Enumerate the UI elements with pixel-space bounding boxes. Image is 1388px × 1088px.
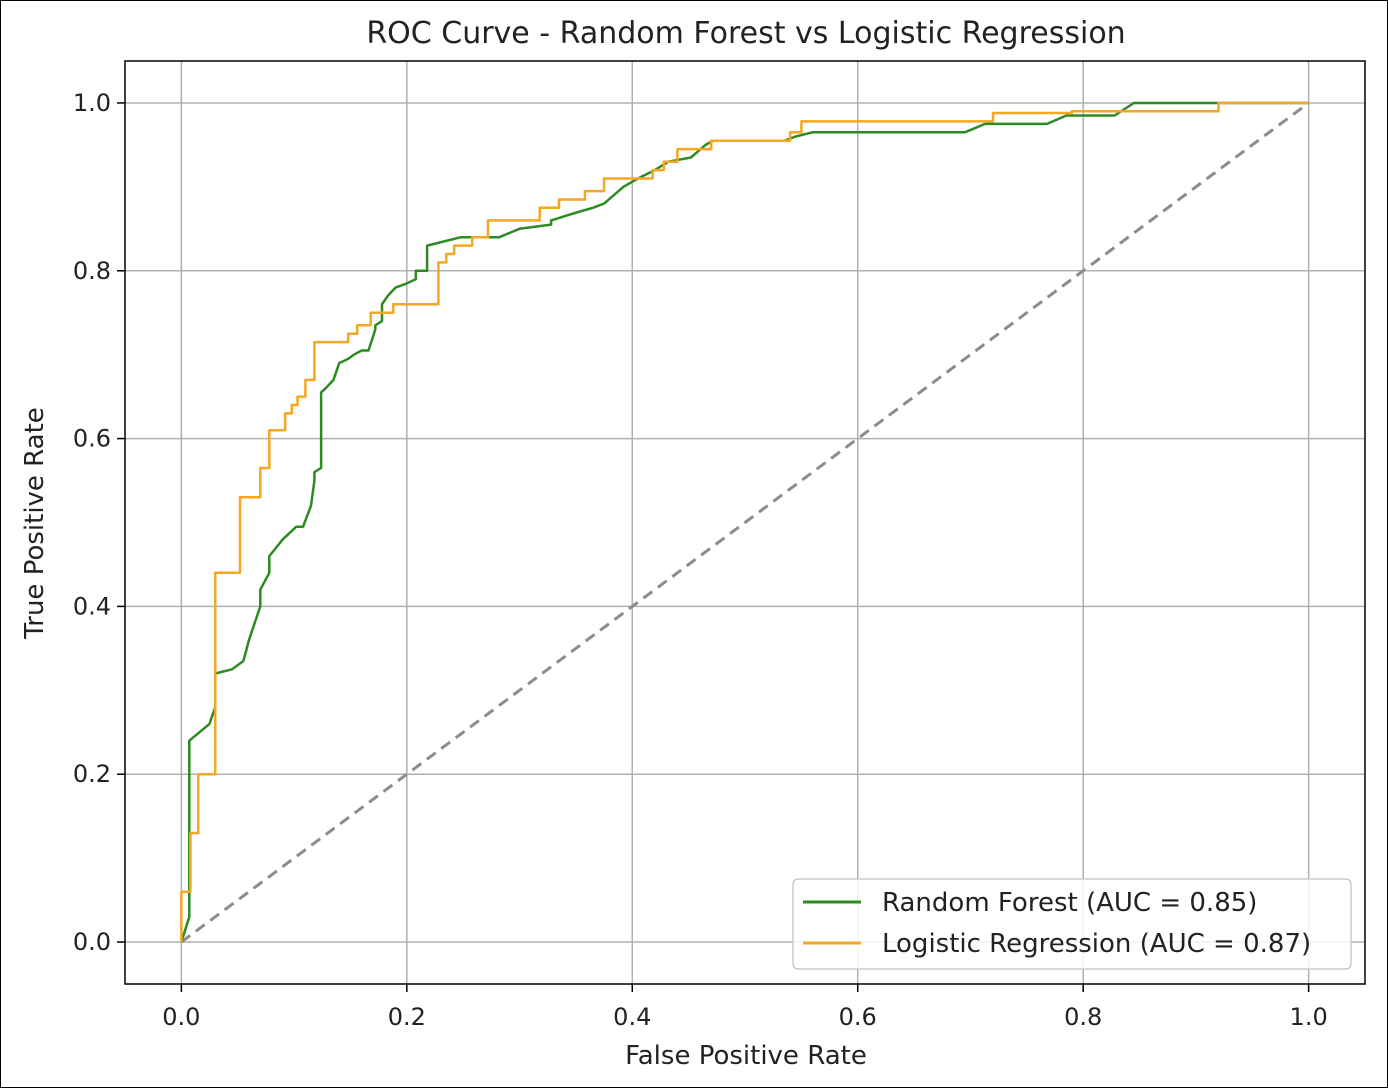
x-tick-label: 0.8 — [1064, 1003, 1102, 1031]
chance-diagonal — [180, 101, 1310, 944]
y-tick-label: 0.0 — [73, 928, 111, 956]
y-tick-label: 1.0 — [73, 89, 111, 117]
logistic-regression-curve — [180, 101, 1309, 942]
x-axis-ticks: 0.0 0.2 0.4 0.6 0.8 1.0 — [162, 984, 1328, 1031]
chart-title: ROC Curve - Random Forest vs Logistic Re… — [366, 16, 1125, 51]
legend-box — [792, 878, 1352, 970]
y-tick-label: 0.8 — [73, 257, 111, 285]
x-tick-label: 1.0 — [1290, 1003, 1328, 1031]
y-tick-label: 0.4 — [73, 592, 111, 620]
x-tick-label: 0.2 — [388, 1003, 426, 1031]
x-tick-label: 0.0 — [162, 1003, 200, 1031]
legend-label-random-forest: Random Forest (AUC = 0.85) — [882, 888, 1257, 918]
chance-diagonal-line — [180, 101, 1310, 944]
x-axis-title: False Positive Rate — [625, 1041, 867, 1071]
y-tick-label: 0.2 — [73, 760, 111, 788]
plot-area-border — [124, 60, 1366, 985]
x-tick-label: 0.4 — [613, 1003, 651, 1031]
y-axis-title: True Positive Rate — [20, 407, 50, 640]
x-tick-label: 0.6 — [839, 1003, 877, 1031]
legend: Random Forest (AUC = 0.85) Logistic Regr… — [792, 878, 1352, 970]
legend-label-logistic-regression: Logistic Regression (AUC = 0.87) — [882, 929, 1311, 959]
y-axis-ticks: 0.0 0.2 0.4 0.6 0.8 1.0 — [73, 89, 125, 956]
y-tick-label: 0.6 — [73, 425, 111, 453]
series-lines — [180, 101, 1309, 943]
